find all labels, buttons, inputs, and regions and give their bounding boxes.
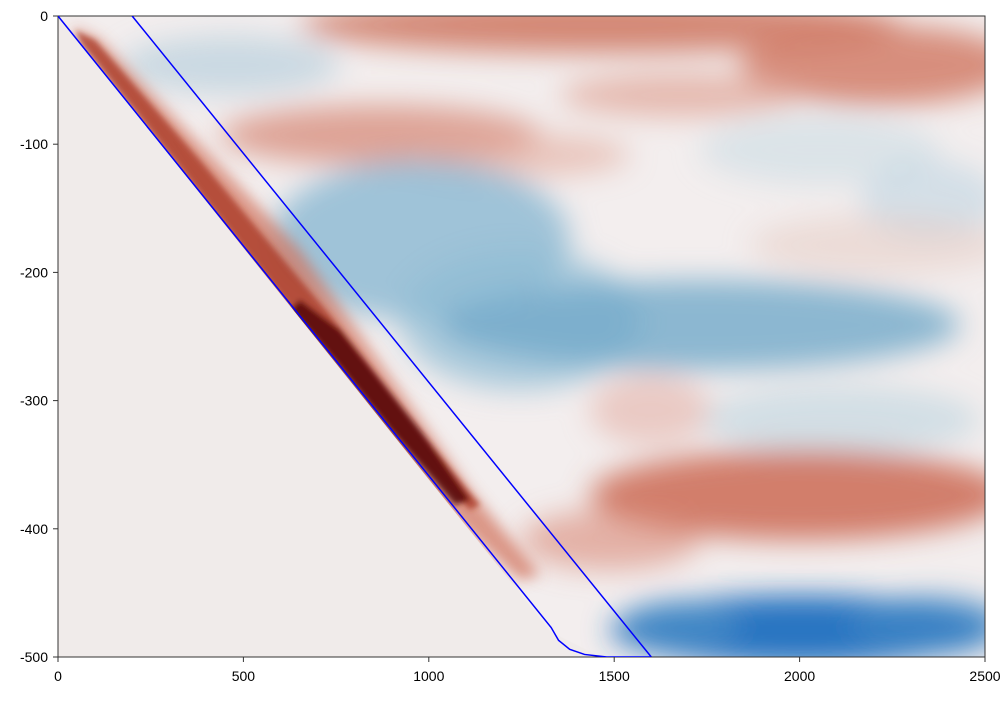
y-tick-label: -500	[20, 649, 48, 665]
x-tick-label: 0	[54, 668, 62, 684]
overlay-line-1	[58, 16, 652, 657]
x-tick-label: 1500	[599, 668, 630, 684]
x-tick-label: 1000	[413, 668, 444, 684]
y-tick-label: 0	[40, 8, 48, 24]
x-tick-label: 500	[232, 668, 256, 684]
plot-frame	[57, 15, 986, 658]
x-axis: 0 500 1000 1500 2000 2500	[54, 657, 1000, 684]
heatmap-field	[58, 16, 985, 657]
overlay-lines	[58, 16, 652, 657]
y-tick-label: -300	[20, 393, 48, 409]
y-axis: 0 -100 -200 -300 -400 -500	[20, 8, 58, 665]
y-tick-label: -400	[20, 521, 48, 537]
overlay-line-2	[131, 16, 652, 657]
y-tick-label: -200	[20, 264, 48, 280]
x-tick-label: 2500	[969, 668, 1000, 684]
y-tick-label: -100	[20, 136, 48, 152]
x-tick-label: 2000	[784, 668, 815, 684]
